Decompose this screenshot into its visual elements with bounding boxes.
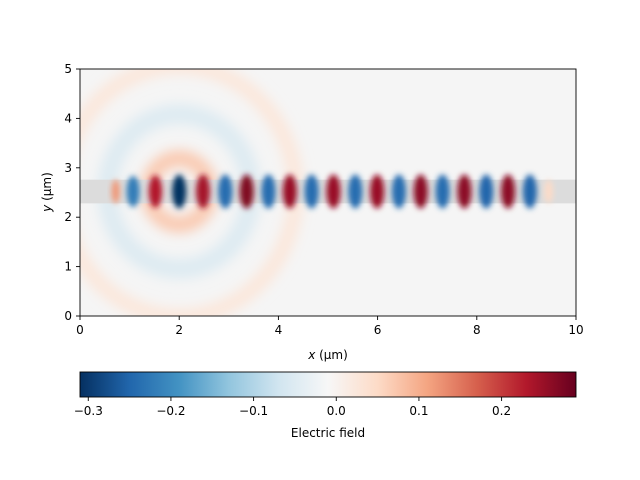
y-tick-label: 3	[64, 161, 72, 175]
field-lobe-17	[479, 174, 494, 209]
field-lobe-2	[148, 175, 163, 208]
x-tick-label: 8	[473, 323, 481, 337]
colorbar-tick-label: 0.2	[492, 404, 511, 418]
field-map	[80, 69, 576, 316]
field-lobe-9	[304, 174, 319, 209]
y-tick-label: 1	[64, 260, 72, 274]
x-tick-label: 10	[568, 323, 583, 337]
field-lobe-13	[391, 174, 406, 209]
colorbar-tick-label: 0.0	[327, 404, 346, 418]
colorbar-frame	[79, 371, 577, 398]
colorbar-tick-label: −0.1	[239, 404, 268, 418]
field-lobe-16	[457, 174, 472, 209]
y-axis-ticks: 0 1 2 3 4 5	[64, 62, 80, 323]
colorbar-tick-label: −0.2	[156, 404, 185, 418]
field-lobe-11	[348, 174, 363, 209]
x-axis-label-unit: (µm)	[315, 348, 348, 362]
y-tick-label: 4	[64, 111, 72, 125]
plot-frame	[79, 68, 577, 317]
colorbar-label: Electric field	[291, 426, 365, 440]
x-tick-label: 0	[76, 323, 84, 337]
field-lobe-14	[413, 174, 428, 209]
field-lobe-8	[282, 174, 297, 209]
y-tick-label: 2	[64, 210, 72, 224]
x-tick-label: 4	[275, 323, 283, 337]
y-axis-label-var: y	[40, 204, 54, 213]
field-lobe-15	[435, 174, 450, 209]
colorbar-tick-label: 0.1	[409, 404, 428, 418]
x-axis-label-var: x	[307, 348, 316, 362]
x-axis-label: x (µm)	[307, 348, 348, 362]
field-lobe-19	[522, 174, 537, 209]
field-lobe-6	[239, 174, 254, 209]
y-axis-label: y (µm)	[40, 172, 54, 213]
x-axis-ticks: 0 2 4 6 8 10	[76, 316, 584, 337]
field-lobe-4	[196, 174, 211, 209]
field-lobe-7	[261, 174, 276, 209]
field-lobe-10	[326, 174, 341, 209]
y-tick-label: 0	[64, 309, 72, 323]
field-lobe-0	[111, 179, 120, 204]
x-tick-label: 2	[175, 323, 183, 337]
field-lobe-5	[218, 174, 233, 209]
field-lobe-3	[172, 174, 187, 209]
colorbar-ticks: −0.3 −0.2 −0.1 0.0 0.1 0.2	[74, 397, 511, 418]
colorbar-fill	[80, 372, 576, 397]
field-lobe-1	[126, 175, 140, 208]
y-tick-label: 5	[64, 62, 72, 76]
y-axis-label-unit: (µm)	[40, 172, 54, 205]
colorbar-tick-label: −0.3	[74, 404, 103, 418]
colorbar: −0.3 −0.2 −0.1 0.0 0.1 0.2 Electric field	[74, 371, 577, 440]
plot-area	[79, 68, 577, 317]
field-lobe-20	[544, 179, 553, 204]
field-lobe-18	[501, 174, 516, 209]
field-lobe-12	[370, 174, 385, 209]
x-tick-label: 6	[374, 323, 382, 337]
